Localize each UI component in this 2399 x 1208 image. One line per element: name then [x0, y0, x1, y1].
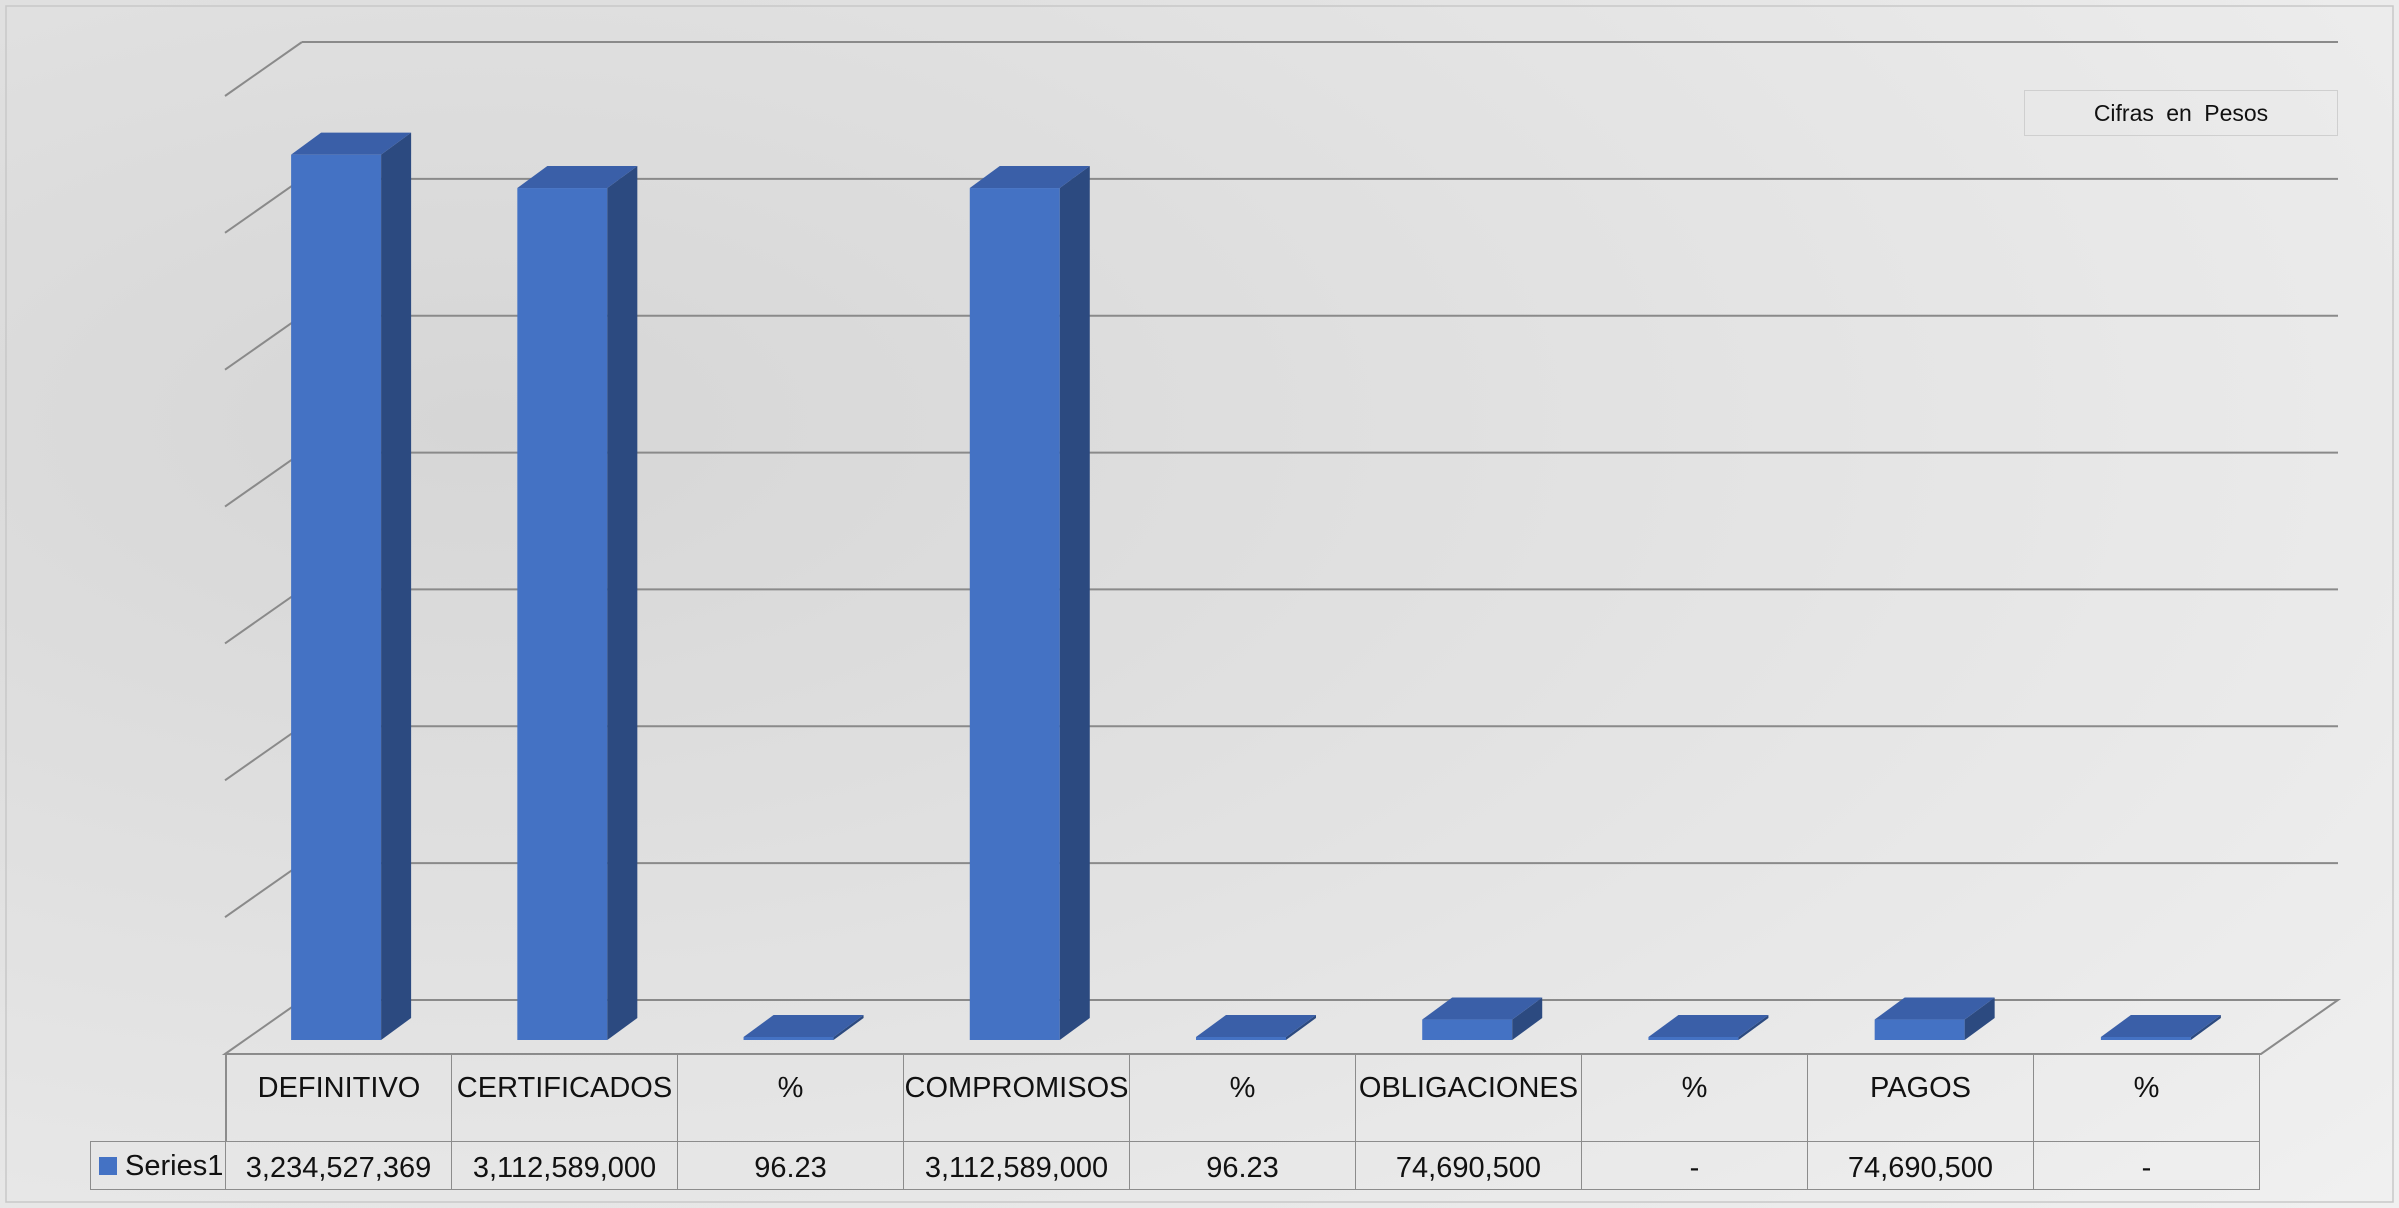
legend-entry: Series1 [90, 1142, 226, 1190]
bar-front [1874, 1019, 1965, 1040]
bar-top [291, 132, 412, 155]
table-header: % [678, 1054, 904, 1142]
bar-top [1874, 997, 1995, 1020]
bar-top [743, 1015, 864, 1037]
bar-top [2100, 1015, 2221, 1037]
bar [291, 132, 412, 1041]
bar-top [1422, 997, 1543, 1020]
bar-side [1512, 997, 1543, 1040]
bar [969, 166, 1090, 1041]
data-label: 74,690,500 [1808, 1142, 2034, 1190]
bar-front [2100, 1037, 2191, 1040]
bar [517, 166, 638, 1041]
table-header: % [1582, 1054, 1808, 1142]
gridline-side [224, 314, 303, 371]
table-header: COMPROMISOS [904, 1054, 1130, 1142]
data-label: 96.23 [678, 1142, 904, 1190]
bar-front [969, 188, 1060, 1041]
data-label: 96.23 [1130, 1142, 1356, 1190]
bar-side [1964, 997, 1995, 1040]
table-header: % [1130, 1054, 1356, 1142]
bar [2100, 1015, 2221, 1040]
table-header: PAGOS [1808, 1054, 2034, 1142]
bar [1422, 997, 1543, 1040]
table-header: % [2034, 1054, 2260, 1142]
bar-top [517, 166, 638, 189]
bar-front [291, 154, 382, 1041]
table-corner [90, 1054, 226, 1142]
data-label: 3,112,589,000 [452, 1142, 678, 1190]
gridline-side [224, 862, 303, 918]
table-header: OBLIGACIONES [1356, 1054, 1582, 1142]
data-label: 74,690,500 [1356, 1142, 1582, 1190]
data-table: DEFINITIVO CERTIFICADOS % COMPROMISOS % … [90, 1054, 2260, 1190]
bar-side [1286, 1015, 1316, 1040]
data-label: 3,112,589,000 [904, 1142, 1130, 1190]
bar [1874, 997, 1995, 1040]
data-label: - [2034, 1142, 2260, 1190]
bar-top [1648, 1015, 1769, 1037]
bar-side [2190, 1015, 2221, 1040]
bar [1648, 1015, 1769, 1040]
bar-front [1196, 1037, 1286, 1040]
data-label: - [1582, 1142, 1808, 1190]
units-note: Cifras en Pesos [2024, 90, 2338, 136]
bar-side [607, 166, 638, 1041]
bar-top [1196, 1015, 1316, 1037]
gridline-side [224, 725, 303, 782]
gridline-side [224, 588, 303, 645]
chart-border [5, 5, 2394, 1203]
bar-front [1648, 1037, 1739, 1040]
gridline-side [224, 451, 303, 508]
table-header: DEFINITIVO [226, 1054, 452, 1142]
bar-side [1059, 166, 1090, 1041]
bar-side [833, 1015, 864, 1040]
legend-key [99, 1156, 117, 1175]
bar [743, 1015, 864, 1040]
gridline-side [224, 178, 303, 234]
gridline-side [224, 41, 303, 97]
bar-front [517, 188, 608, 1041]
gridlines [221, 41, 2342, 1055]
bar-front [743, 1037, 834, 1040]
bar-side [1738, 1015, 1769, 1040]
bar-front [1422, 1019, 1513, 1040]
data-label: 3,234,527,369 [226, 1142, 452, 1190]
table-header: CERTIFICADOS [452, 1054, 678, 1142]
bars [291, 132, 2221, 1041]
bar [1196, 1015, 1316, 1040]
bar-side [381, 132, 412, 1041]
legend-label: Series1 [125, 1149, 224, 1182]
bar-top [969, 166, 1090, 189]
